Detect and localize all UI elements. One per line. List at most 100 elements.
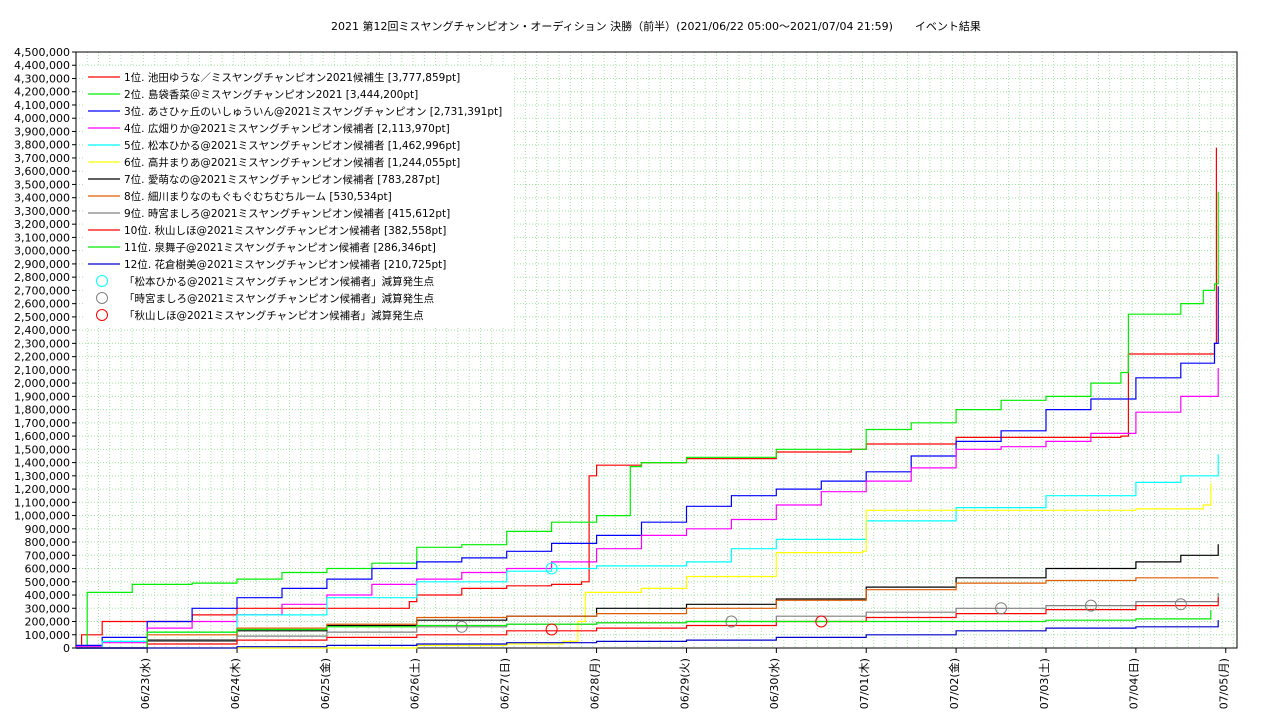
y-tick-label: 2,800,000	[14, 271, 70, 284]
x-tick-label: 06/25(金)	[318, 658, 332, 709]
marker-point-1	[545, 562, 558, 575]
legend-marker	[96, 275, 108, 287]
series-line-7	[76, 544, 1219, 649]
series-line-12	[76, 620, 1219, 649]
y-tick-label: 2,500,000	[14, 311, 70, 324]
legend-label: 「時宮ましろ@2021ミスヤングチャンピオン候補者」減算発生点	[124, 292, 434, 305]
y-tick-label: 1,200,000	[14, 483, 70, 496]
y-tick-label: 1,800,000	[14, 404, 70, 417]
x-tick-label: 07/01(木)	[858, 658, 871, 709]
y-tick-label: 4,200,000	[14, 86, 70, 99]
legend-label: 5位. 松本ひかる@2021ミスヤングチャンピオン候補者 [1,462,996p…	[124, 139, 460, 152]
y-tick-label: 300,000	[25, 602, 71, 615]
y-tick-label: 1,100,000	[14, 496, 70, 509]
legend-label: 12位. 花倉樹美@2021ミスヤングチャンピオン候補者 [210,725pt]	[124, 258, 446, 271]
plot-frame	[75, 51, 1238, 649]
y-tick-label: 1,600,000	[14, 430, 70, 443]
legend: 1位. 池田ゆうな／ミスヤングチャンピオン2021候補生 [3,777,859p…	[84, 66, 514, 328]
x-tick-label: 06/24(木)	[229, 658, 242, 709]
y-tick-label: 900,000	[25, 523, 71, 536]
y-tick-label: 4,300,000	[14, 72, 70, 85]
y-tick-label: 2,100,000	[14, 364, 70, 377]
x-tick-label: 07/02(金)	[947, 658, 961, 709]
y-tick-label: 200,000	[25, 616, 71, 629]
legend-label: 9位. 時宮ましろ@2021ミスヤングチャンピオン候補者 [415,612pt]	[124, 207, 450, 220]
legend-label: 3位. あさひヶ丘のいしゅういん@2021ミスヤングチャンピオン [2,731,…	[124, 105, 502, 118]
y-tick-label: 3,600,000	[14, 165, 70, 178]
x-tick-label: 07/05(月)	[1218, 658, 1231, 709]
y-tick-label: 4,000,000	[14, 112, 70, 125]
y-tick-label: 2,900,000	[14, 258, 70, 271]
legend-label: 1位. 池田ゆうな／ミスヤングチャンピオン2021候補生 [3,777,859p…	[124, 71, 460, 84]
legend-label: 「松本ひかる@2021ミスヤングチャンピオン候補者」減算発生点	[124, 275, 434, 288]
x-tick-label: 06/26(土)	[409, 658, 422, 709]
marker-point-2	[1084, 599, 1097, 612]
y-tick-label: 2,600,000	[14, 298, 70, 311]
series-line-5	[76, 454, 1219, 649]
marker-point-2	[1174, 598, 1187, 611]
y-tick-label: 100,000	[25, 629, 71, 642]
y-tick-label: 3,200,000	[14, 218, 70, 231]
y-tick-label: 800,000	[25, 536, 71, 549]
y-tick-label: 2,000,000	[14, 377, 70, 390]
x-tick-label: 07/04(日)	[1128, 658, 1141, 709]
y-tick-label: 1,000,000	[14, 510, 70, 523]
series-line-8	[76, 577, 1219, 649]
x-tick-label: 06/29(火)	[678, 658, 691, 709]
x-tick-label: 07/03(土)	[1038, 658, 1051, 709]
x-tick-label: 06/28(月)	[588, 658, 601, 709]
y-tick-label: 400,000	[25, 589, 71, 602]
x-tick-label: 06/27(日)	[499, 658, 512, 709]
marker-point-2	[455, 620, 468, 633]
y-tick-label: 3,300,000	[14, 205, 70, 218]
y-tick-label: 2,200,000	[14, 351, 70, 364]
marker-point-2	[995, 602, 1008, 615]
y-tick-label: 1,500,000	[14, 443, 70, 456]
series-layer	[76, 147, 1219, 649]
axis-layer: 0100,000200,000300,000400,000500,000600,…	[14, 46, 1238, 709]
series-line-3	[76, 286, 1219, 646]
y-tick-label: 4,400,000	[14, 59, 70, 72]
series-line-1	[76, 147, 1217, 649]
legend-label: 11位. 泉舞子@2021ミスヤングチャンピオン候補者 [286,346pt]	[124, 241, 436, 254]
y-tick-label: 3,100,000	[14, 231, 70, 244]
legend-label: 10位. 秋山しほ@2021ミスヤングチャンピオン候補者 [382,558pt]	[124, 224, 446, 237]
legend-box	[84, 66, 514, 328]
y-tick-label: 0	[63, 642, 70, 655]
legend-marker	[96, 309, 108, 321]
y-tick-label: 1,900,000	[14, 390, 70, 403]
legend-label: 7位. 愛萌なの@2021ミスヤングチャンピオン候補者 [783,287pt]	[124, 173, 440, 186]
y-tick-label: 4,100,000	[14, 99, 70, 112]
legend-label: 6位. 高井まりあ@2021ミスヤングチャンピオン候補者 [1,244,055p…	[124, 156, 460, 169]
y-tick-label: 3,900,000	[14, 125, 70, 138]
series-line-2	[76, 191, 1219, 649]
marker-layer	[455, 562, 1187, 636]
y-tick-label: 4,500,000	[14, 46, 70, 59]
y-tick-label: 700,000	[25, 549, 71, 562]
y-tick-label: 3,000,000	[14, 245, 70, 258]
series-line-10	[76, 597, 1219, 649]
chart-title: 2021 第12回ミスヤングチャンピオン・オーディション 決勝（前半）(2021…	[331, 19, 981, 33]
y-tick-label: 3,700,000	[14, 152, 70, 165]
marker-point-3	[815, 615, 828, 628]
y-tick-label: 2,700,000	[14, 284, 70, 297]
y-tick-label: 2,300,000	[14, 337, 70, 350]
y-tick-label: 500,000	[25, 576, 71, 589]
legend-marker	[96, 292, 108, 304]
y-tick-label: 600,000	[25, 563, 71, 576]
legend-label: 4位. 広畑りか@2021ミスヤングチャンピオン候補者 [2,113,970pt…	[124, 122, 450, 135]
legend-label: 2位. 島袋香菜＠ミスヤングチャンピオン2021 [3,444,200pt]	[124, 88, 418, 101]
marker-point-3	[545, 623, 558, 636]
x-tick-label: 06/23(水)	[139, 658, 152, 709]
y-tick-label: 1,700,000	[14, 417, 70, 430]
y-tick-label: 3,400,000	[14, 192, 70, 205]
legend-label: 「秋山しほ@2021ミスヤングチャンピオン候補者」減算発生点	[124, 309, 424, 322]
legend-label: 8位. 細川まりなのもぐもぐむちむちルーム [530,534pt]	[124, 190, 392, 203]
y-tick-label: 1,400,000	[14, 457, 70, 470]
series-line-11	[76, 610, 1212, 649]
y-tick-label: 3,800,000	[14, 139, 70, 152]
marker-point-2	[725, 615, 738, 628]
y-tick-label: 1,300,000	[14, 470, 70, 483]
